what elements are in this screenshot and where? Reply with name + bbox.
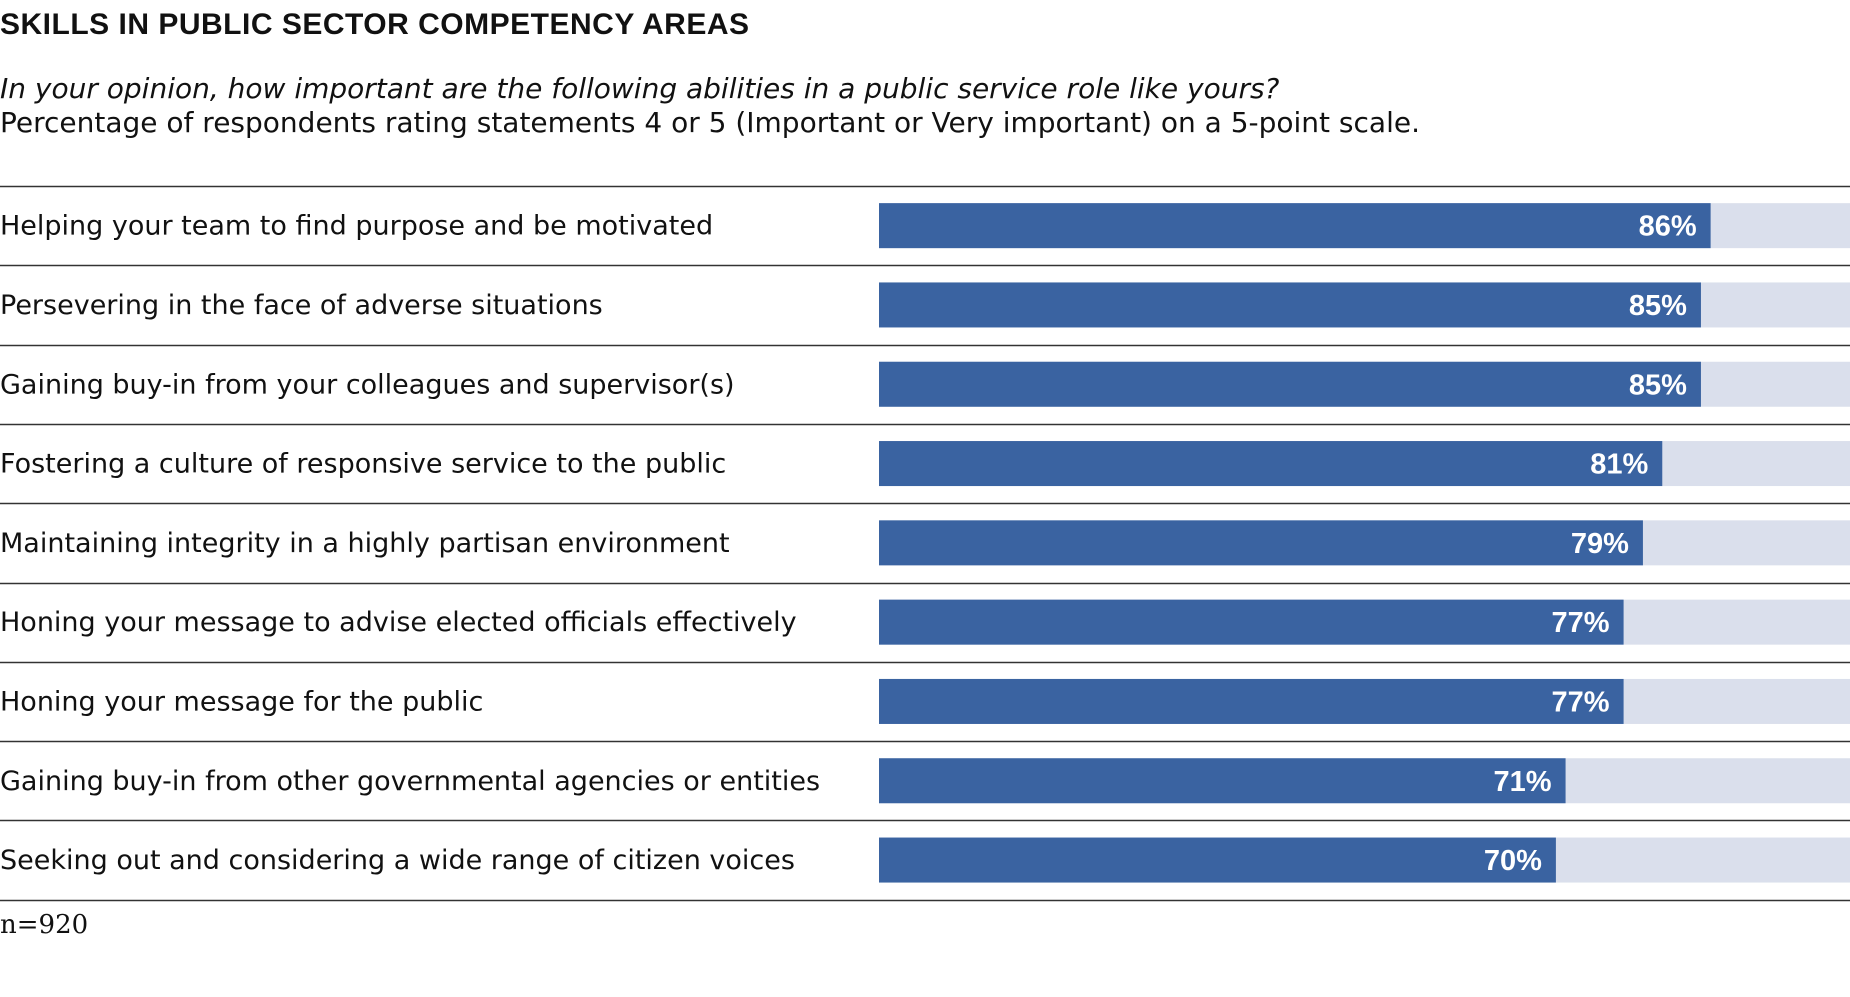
value-label: 85% — [1629, 369, 1687, 401]
value-label: 77% — [1552, 686, 1610, 718]
category-label: Gaining buy-in from other governmental a… — [0, 766, 820, 797]
bar — [879, 758, 1566, 804]
bar-row: Gaining buy-in from other governmental a… — [0, 758, 1850, 804]
value-label: 85% — [1629, 290, 1687, 322]
bar — [879, 678, 1624, 724]
bar-row: Honing your message to advise elected of… — [0, 599, 1850, 645]
category-label: Maintaining integrity in a highly partis… — [0, 528, 730, 559]
category-label: Honing your message for the public — [0, 686, 483, 717]
chart-note: Percentage of respondents rating stateme… — [0, 106, 1420, 139]
value-label: 70% — [1484, 845, 1542, 877]
value-label: 71% — [1494, 766, 1552, 798]
value-label: 77% — [1552, 607, 1610, 639]
value-label: 81% — [1590, 449, 1648, 481]
bar-row: Seeking out and considering a wide range… — [0, 837, 1850, 883]
bar — [879, 282, 1701, 328]
value-label: 86% — [1639, 211, 1697, 243]
chart-subtitle: In your opinion, how important are the f… — [0, 72, 1280, 105]
bar-row: Helping your team to find purpose and be… — [0, 203, 1850, 249]
category-label: Honing your message to advise elected of… — [0, 607, 797, 638]
bar-row: Maintaining integrity in a highly partis… — [0, 520, 1850, 566]
category-label: Fostering a culture of responsive servic… — [0, 449, 726, 480]
bar-row: Gaining buy-in from your colleagues and … — [0, 361, 1850, 407]
bar — [879, 361, 1701, 407]
category-label: Seeking out and considering a wide range… — [0, 845, 795, 876]
chart-title: SKILLS IN PUBLIC SECTOR COMPETENCY AREAS — [0, 8, 750, 41]
category-label: Gaining buy-in from your colleagues and … — [0, 369, 735, 400]
bar-row: Fostering a culture of responsive servic… — [0, 441, 1850, 487]
bar — [879, 520, 1643, 566]
value-label: 79% — [1571, 528, 1629, 560]
bar — [879, 203, 1711, 249]
bar-row: Honing your message for the public 77% — [0, 678, 1850, 724]
bar-row: Persevering in the face of adverse situa… — [0, 282, 1850, 328]
sample-size-note: n=920 — [0, 910, 89, 940]
bar — [879, 441, 1663, 487]
bar — [879, 837, 1556, 883]
bar — [879, 599, 1624, 645]
category-label: Persevering in the face of adverse situa… — [0, 290, 603, 321]
category-label: Helping your team to find purpose and be… — [0, 211, 713, 242]
